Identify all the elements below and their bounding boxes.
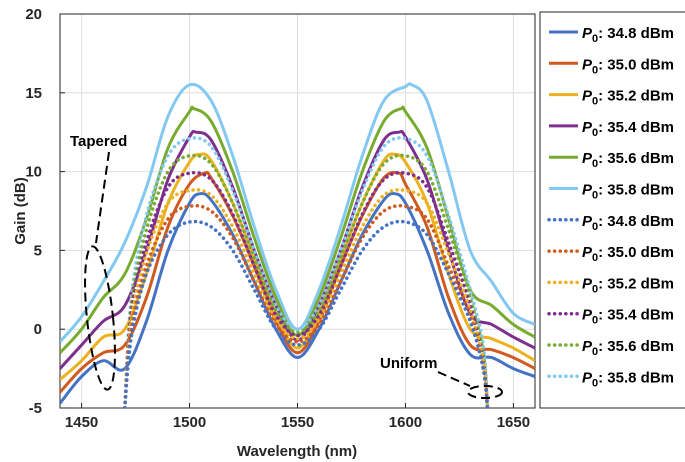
x-tick-label: 1500 [173,414,206,431]
x-tick-label: 1550 [281,414,314,431]
legend-label: P0: 34.8 dBm [582,213,674,233]
legend-box [539,11,685,409]
series-line-dotted-9 [123,170,490,408]
legend-label: P0: 35.8 dBm [582,369,674,389]
legend-item: P0: 35.0 dBm [547,244,674,264]
legend-item: P0: 34.8 dBm [547,213,674,233]
uniform-pointer-line [437,371,471,387]
legend-item: P0: 35.6 dBm [547,338,674,358]
y-tick-label: 20 [25,6,42,23]
y-axis-ticks: -5 0 5 10 15 20 [25,6,65,417]
x-axis-title: Wavelength (nm) [237,443,357,460]
y-tick-label: 5 [34,242,42,259]
tapered-label: Tapered [70,133,127,150]
x-tick-label: 1450 [65,414,98,431]
legend-label: P0: 34.8 dBm [582,25,674,45]
legend-item: P0: 35.0 dBm [549,56,674,76]
legend-item: P0: 35.6 dBm [549,150,674,170]
legend-label: P0: 35.6 dBm [582,338,674,358]
series-line-solid-0 [60,191,535,405]
legend-label: P0: 35.4 dBm [582,307,674,327]
y-tick-label: 15 [25,85,42,102]
series-line-dotted-8 [123,188,490,408]
x-axis-ticks: 1450 1500 1550 1600 1650 [65,403,530,431]
legend-item: P0: 35.8 dBm [549,182,674,202]
legend-label: P0: 35.8 dBm [582,182,674,202]
series-layer [60,82,535,408]
y-tick-label: 0 [34,321,42,338]
tapered-pointer-line [95,151,110,244]
x-tick-label: 1600 [389,414,422,431]
uniform-label: Uniform [380,355,438,372]
series-line-dotted-10 [123,153,490,408]
series-line-dotted-11 [123,136,490,408]
legend-item: P0: 34.8 dBm [549,25,674,45]
tapered-ellipse [84,245,116,391]
legend-label: P0: 35.4 dBm [582,119,674,139]
series-line-solid-1 [60,170,535,394]
y-tick-label: 10 [25,164,42,181]
legend-item: P0: 35.2 dBm [547,275,674,295]
annotations: Tapered Uniform [70,133,503,399]
series-line-dotted-7 [123,203,490,408]
uniform-ellipse [467,385,503,399]
series-line-dotted-6 [123,219,490,408]
legend-item: P0: 35.8 dBm [547,369,674,389]
y-tick-label: -5 [29,400,42,417]
legend-label: P0: 35.0 dBm [582,56,674,76]
legend: P0: 34.8 dBm P0: 35.0 dBm P0: 35.2 dBm P0: … [539,11,685,409]
legend-item: P0: 35.4 dBm [549,119,674,139]
legend-item: P0: 35.4 dBm [547,307,674,327]
legend-label: P0: 35.6 dBm [582,150,674,170]
legend-label: P0: 35.2 dBm [582,88,674,108]
x-tick-label: 1650 [497,414,530,431]
legend-label: P0: 35.2 dBm [582,275,674,295]
y-axis-title: Gain (dB) [12,177,29,245]
legend-label: P0: 35.0 dBm [582,244,674,264]
legend-item: P0: 35.2 dBm [549,88,674,108]
series-line-solid-5 [60,82,535,343]
